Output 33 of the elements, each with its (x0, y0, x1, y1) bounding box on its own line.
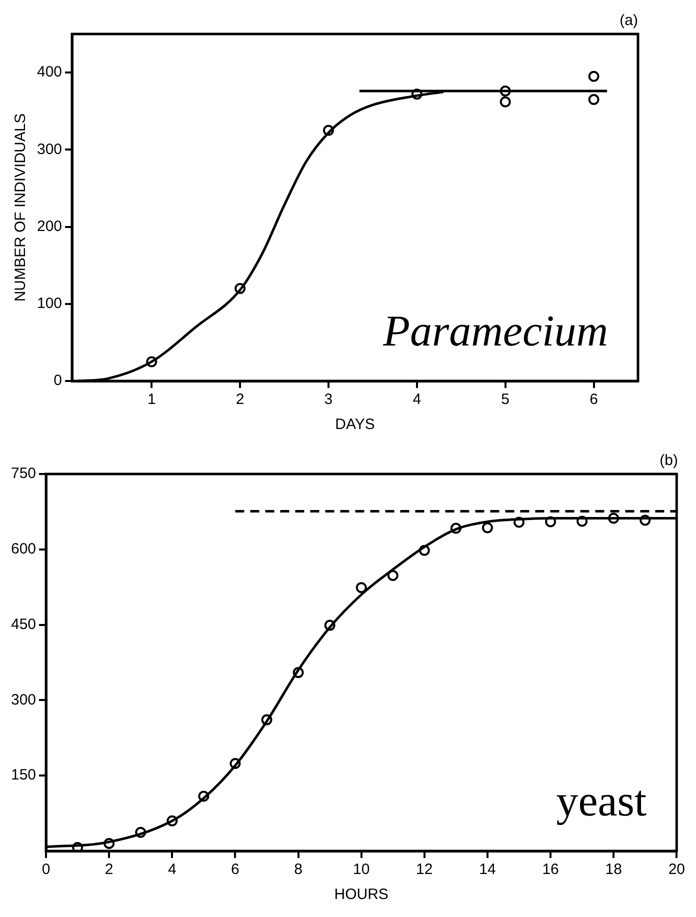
x-tick-label: 12 (416, 861, 433, 878)
x-tick-label: 5 (501, 391, 510, 408)
y-tick-label: 300 (36, 140, 62, 158)
x-tick-label: 1 (147, 391, 156, 408)
y-axis-title: NUMBER OF INDIVIDUALS (12, 113, 30, 302)
x-axis-title: DAYS (335, 416, 375, 434)
y-tick-label: 100 (36, 295, 62, 312)
y-tick-label: 0 (54, 372, 62, 390)
y-tick-label: 750 (10, 465, 36, 482)
x-tick-label: 4 (412, 391, 422, 408)
y-tick-label: 200 (36, 218, 62, 235)
chart-title: (b) (660, 452, 678, 470)
x-tick-label: 6 (231, 861, 240, 878)
x-tick-label: 2 (104, 861, 114, 878)
y-tick-label: 300 (10, 691, 36, 708)
annotation: Paramecium (382, 306, 608, 356)
x-tick-label: 10 (353, 861, 370, 878)
x-tick-label: 8 (294, 861, 302, 878)
y-tick-label: 450 (10, 616, 36, 633)
x-axis-title: HOURS (334, 886, 388, 904)
x-tick-label: 3 (324, 391, 333, 408)
x-tick-label: 6 (590, 391, 598, 408)
x-tick-label: 16 (542, 861, 559, 878)
y-tick-label: 400 (36, 64, 62, 81)
y-tick-label: 600 (10, 540, 36, 558)
annotation: yeast (556, 776, 647, 826)
x-tick-label: 2 (236, 391, 244, 408)
x-tick-label: 18 (605, 861, 622, 878)
x-tick-label: 20 (668, 861, 685, 878)
chart-title: (a) (620, 12, 638, 30)
y-tick-label: 150 (10, 766, 36, 784)
x-tick-label: 14 (479, 861, 496, 878)
x-tick-label: 4 (168, 861, 176, 878)
